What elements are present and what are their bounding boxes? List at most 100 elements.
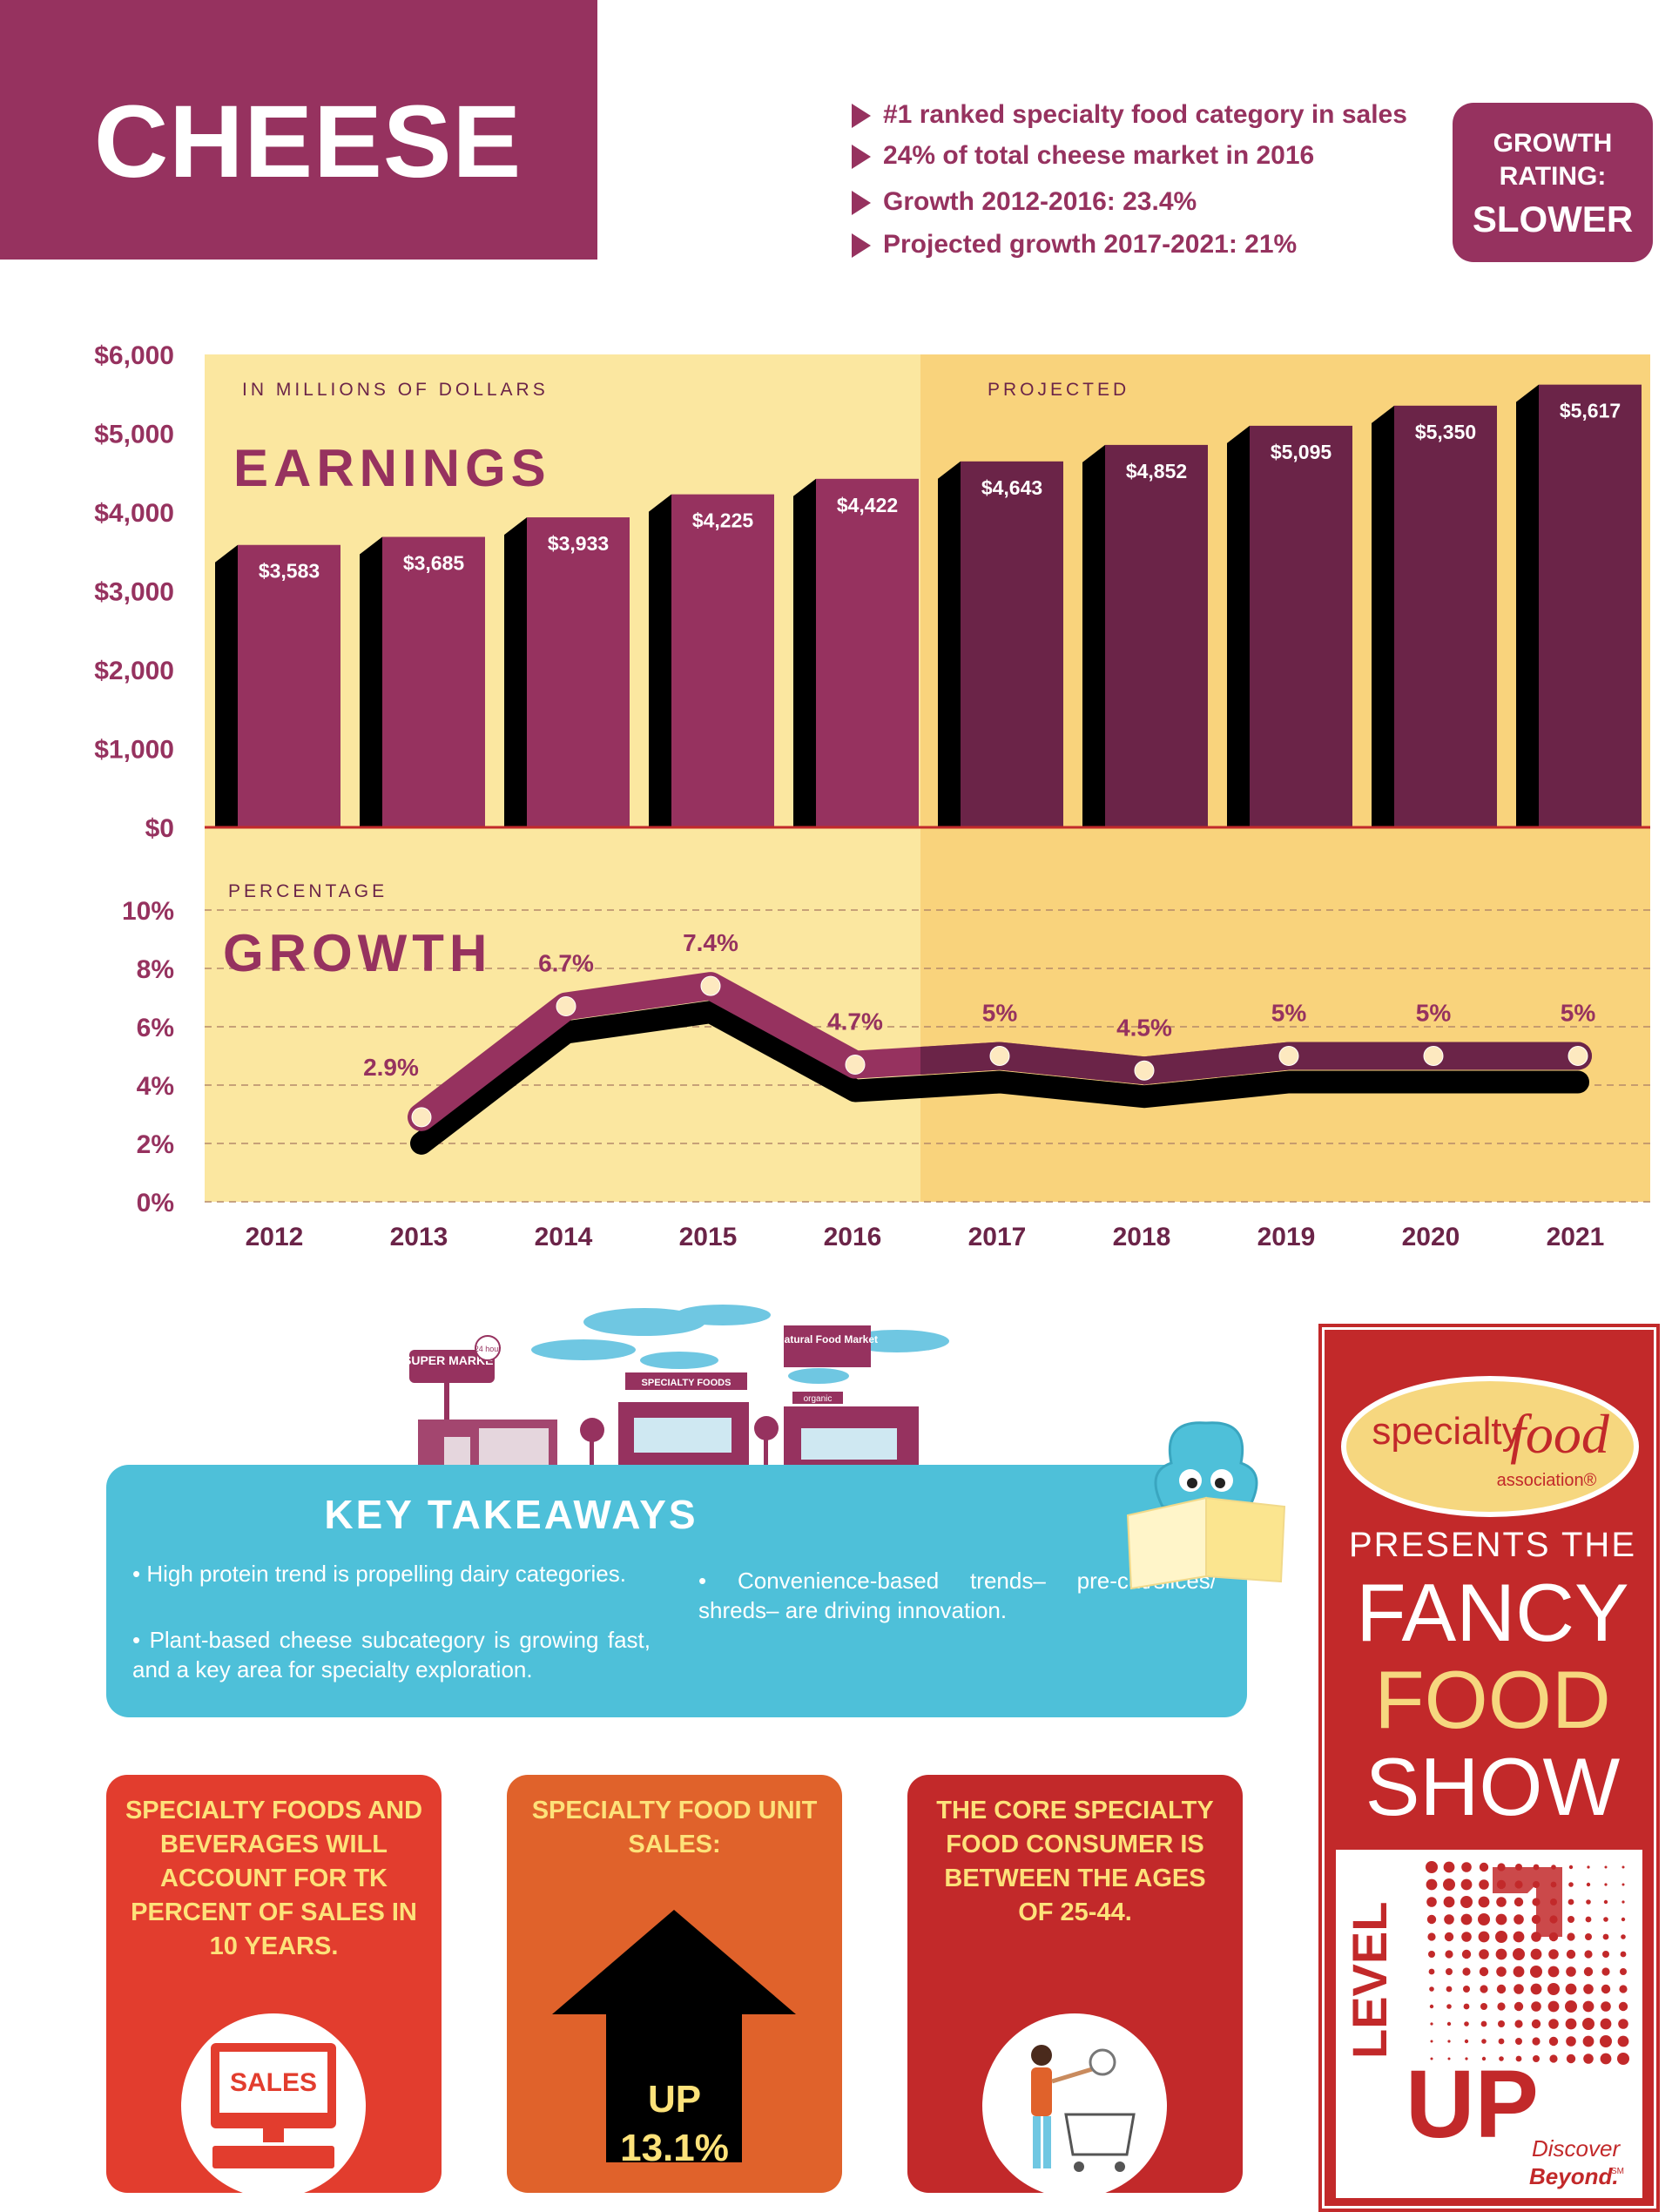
halftone-dot (1547, 1966, 1560, 1978)
halftone-dot (1460, 1878, 1473, 1891)
halftone-dot (1495, 1948, 1507, 1960)
computer-sales-icon: SALES (181, 2013, 366, 2193)
growth-line: 2.9% 6.7% 7.4% 4.7% 5% 4.5% 5% 5% 5% (363, 929, 1596, 1155)
halftone-dot (1617, 2053, 1629, 2065)
halftone-dot (1513, 1948, 1525, 1960)
halftone-dot (1515, 2055, 1522, 2062)
specialty-foods-building: SPECIALTY FOODS (618, 1372, 749, 1465)
halftone-dot (1426, 1914, 1437, 1925)
halftone-dot (1514, 1897, 1524, 1907)
halftone-dot (1430, 2022, 1433, 2026)
x-tick-year: 2012 (246, 1223, 304, 1251)
storefront-illustration: SUPER MARKET 24 hour SPECIALTY FOODS Nat… (409, 1305, 949, 1465)
halftone-dot (1565, 1983, 1577, 1995)
halftone-dot (1444, 1914, 1454, 1925)
growth-point (1278, 1046, 1299, 1066)
halftone-dot (1621, 1865, 1625, 1869)
halftone-dot (1427, 1932, 1436, 1941)
halftone-dot (1463, 1986, 1470, 1993)
halftone-dot (1515, 2038, 1522, 2045)
bar-shadow (215, 544, 238, 827)
halftone-dot (1604, 1883, 1608, 1886)
core-consumer-card: THE CORE SPECIALTY FOOD CONSUMER IS BETW… (907, 1775, 1243, 2193)
growth-value-label: 5% (1561, 1000, 1596, 1027)
growth-ytick: 6% (137, 1014, 174, 1042)
bar-value-label: $4,225 (692, 509, 754, 532)
growth-y-axis: 0% 2% 4% 6% 8% 10% (122, 897, 174, 1217)
halftone-dot (1496, 1966, 1507, 1977)
growth-rating-label: GROWTH RATING: (1493, 129, 1613, 191)
growth-value-label: 7.4% (683, 929, 738, 956)
level-text: LEVEL (1342, 1902, 1397, 2059)
earnings-growth-chart: $0 $1,000 $2,000 $3,000 $4,000 $5,000 $6,000 0… (0, 331, 1672, 1263)
earnings-title: EARNINGS (233, 439, 551, 497)
halftone-dot (1567, 1932, 1575, 1941)
halftone-dot (1530, 1948, 1542, 1960)
halftone-dot (1513, 1931, 1525, 1943)
x-tick-year: 2019 (1257, 1223, 1316, 1251)
halftone-dot (1480, 2020, 1487, 2027)
x-tick-year: 2014 (535, 1223, 593, 1251)
halftone-dot (1496, 1897, 1507, 1907)
bar-shadow (1516, 384, 1539, 827)
bar (238, 544, 340, 827)
halftone-dot (1548, 2036, 1559, 2047)
earnings-ytick: $3,000 (94, 578, 174, 607)
x-tick-year: 2016 (824, 1223, 882, 1251)
halftone-dot (1426, 1878, 1438, 1891)
bar-shadow (793, 478, 816, 827)
growth-line-projected (920, 1042, 1592, 1085)
growth-point (1134, 1060, 1155, 1081)
organic-sign: organic (804, 1394, 833, 1404)
halftone-dot (1460, 1913, 1473, 1925)
halftone-dot (1603, 1899, 1608, 1905)
x-axis-years: 2012 2013 2014 2015 2016 2017 2018 2019 2020 2021 (246, 1223, 1605, 1251)
bar (527, 517, 630, 827)
cloud-shapes (531, 1305, 949, 1384)
halftone-dot (1601, 2001, 1611, 2012)
halftone-dot (1446, 2021, 1452, 2027)
triangle-bullet-icon (852, 233, 871, 259)
bar-value-label: $3,583 (259, 560, 320, 583)
halftone-dot (1566, 2054, 1576, 2064)
sales-forecast-text: SPECIALTY FOODS AND BEVERAGES WILL ACCOU… (125, 1797, 423, 1960)
halftone-dot (1568, 1898, 1574, 1905)
halftone-dot (1582, 2000, 1594, 2013)
earnings-bars: $3,583 $3,685 $3,933 $4,225 $4,422 $4,643 $4,8… (215, 384, 1642, 827)
halftone-dot (1547, 1983, 1560, 1995)
growth-point (845, 1055, 866, 1076)
logo-association: association® (1497, 1471, 1597, 1490)
halftone-dot (1617, 2035, 1629, 2047)
x-tick-year: 2017 (968, 1223, 1027, 1251)
halftone-dot (1533, 2055, 1540, 2062)
bar-value-label: $5,350 (1415, 421, 1476, 443)
halftone-dot (1446, 2004, 1452, 2009)
halftone-dot (1446, 1986, 1453, 1993)
x-tick-year: 2015 (679, 1223, 738, 1251)
bar (816, 478, 919, 827)
bar (1539, 384, 1642, 827)
halftone-dot (1443, 1878, 1455, 1891)
growth-point (1568, 1046, 1588, 1066)
growth-value-label: 6.7% (538, 950, 594, 977)
halftone-dot (1621, 1934, 1626, 1939)
growth-ytick: 8% (137, 955, 174, 984)
halftone-dot (1621, 1900, 1625, 1904)
bullet-item: Projected growth 2017-2021: 21% (852, 230, 1297, 260)
logo-food: food (1510, 1403, 1610, 1465)
halftone-dot (1548, 1949, 1559, 1959)
halftone-dot (1498, 2020, 1505, 2027)
discover-text: Discover (1532, 2135, 1621, 2161)
bullet-item: 24% of total cheese market in 2016 (852, 141, 1314, 171)
bar-value-label: $5,617 (1560, 400, 1621, 422)
growth-point (989, 1046, 1010, 1066)
halftone-dot (1464, 2021, 1469, 2027)
halftone-dot (1514, 2001, 1524, 2012)
growth-value-label: 5% (1271, 1000, 1307, 1027)
mascot-reading-illustration (1126, 1421, 1286, 1590)
halftone-dot (1428, 1968, 1435, 1975)
halftone-dot (1461, 1932, 1472, 1942)
earnings-ytick: $6,000 (94, 341, 174, 370)
sales-forecast-card: SPECIALTY FOODS AND BEVERAGES WILL ACCOU… (106, 1775, 442, 2193)
halftone-dot (1547, 2000, 1560, 2013)
